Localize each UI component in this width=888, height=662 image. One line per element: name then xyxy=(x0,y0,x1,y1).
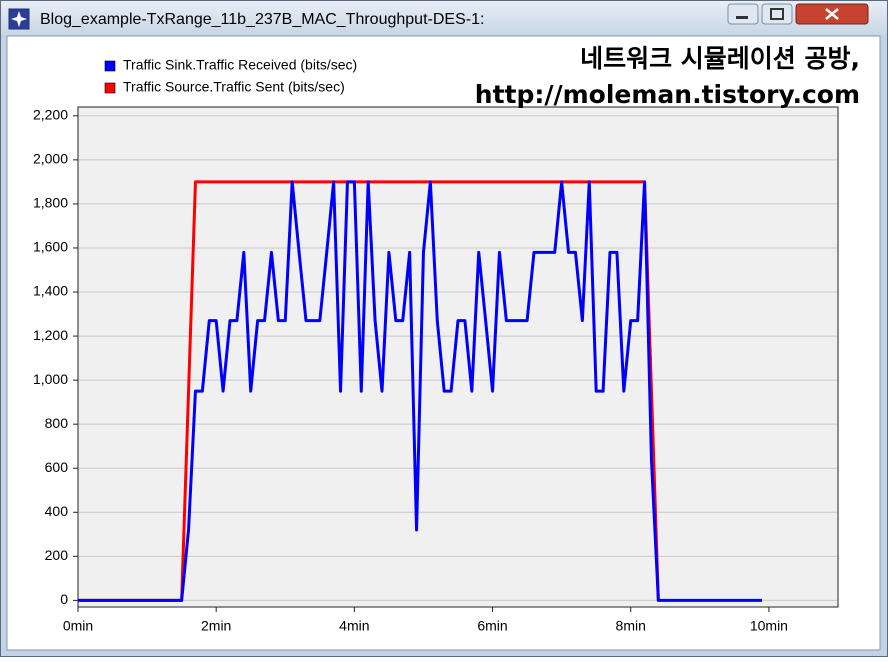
y-tick-label: 1,400 xyxy=(33,283,68,299)
app-icon-star xyxy=(11,11,27,27)
close-icon xyxy=(825,8,839,20)
x-tick-label: 2min xyxy=(201,618,231,634)
y-tick-label: 800 xyxy=(45,415,69,431)
y-tick-label: 600 xyxy=(45,459,69,475)
legend-swatch xyxy=(104,60,116,72)
y-tick-label: 1,200 xyxy=(33,327,68,343)
maximize-icon xyxy=(770,8,784,20)
y-tick-label: 200 xyxy=(45,547,69,563)
y-tick-label: 1,600 xyxy=(33,239,68,255)
y-tick-label: 2,200 xyxy=(33,107,68,123)
window-title: Blog_example-TxRange_11b_237B_MAC_Throug… xyxy=(40,11,484,28)
y-tick-label: 2,000 xyxy=(33,151,68,167)
y-tick-label: 1,800 xyxy=(33,195,68,211)
x-tick-label: 10min xyxy=(750,618,788,634)
maximize-button[interactable] xyxy=(761,3,793,25)
x-tick-label: 8min xyxy=(616,618,646,634)
legend-label: Traffic Source.Traffic Sent (bits/sec) xyxy=(123,79,345,95)
x-tick-label: 6min xyxy=(477,618,507,634)
x-tick-label: 4min xyxy=(339,618,369,634)
legend-label: Traffic Sink.Traffic Received (bits/sec) xyxy=(123,57,357,73)
legend-swatch xyxy=(104,82,116,94)
data-line xyxy=(78,180,762,602)
minimize-button[interactable] xyxy=(727,3,759,25)
watermark-line: http://moleman.tistory.com xyxy=(475,80,860,109)
watermark-line: 네트워크 시뮬레이션 공방, xyxy=(580,44,860,73)
y-tick-label: 0 xyxy=(60,591,68,607)
y-tick-label: 1,000 xyxy=(33,371,68,387)
minimize-icon xyxy=(736,16,748,19)
y-tick-label: 400 xyxy=(45,503,69,519)
x-tick-label: 0min xyxy=(63,618,93,634)
